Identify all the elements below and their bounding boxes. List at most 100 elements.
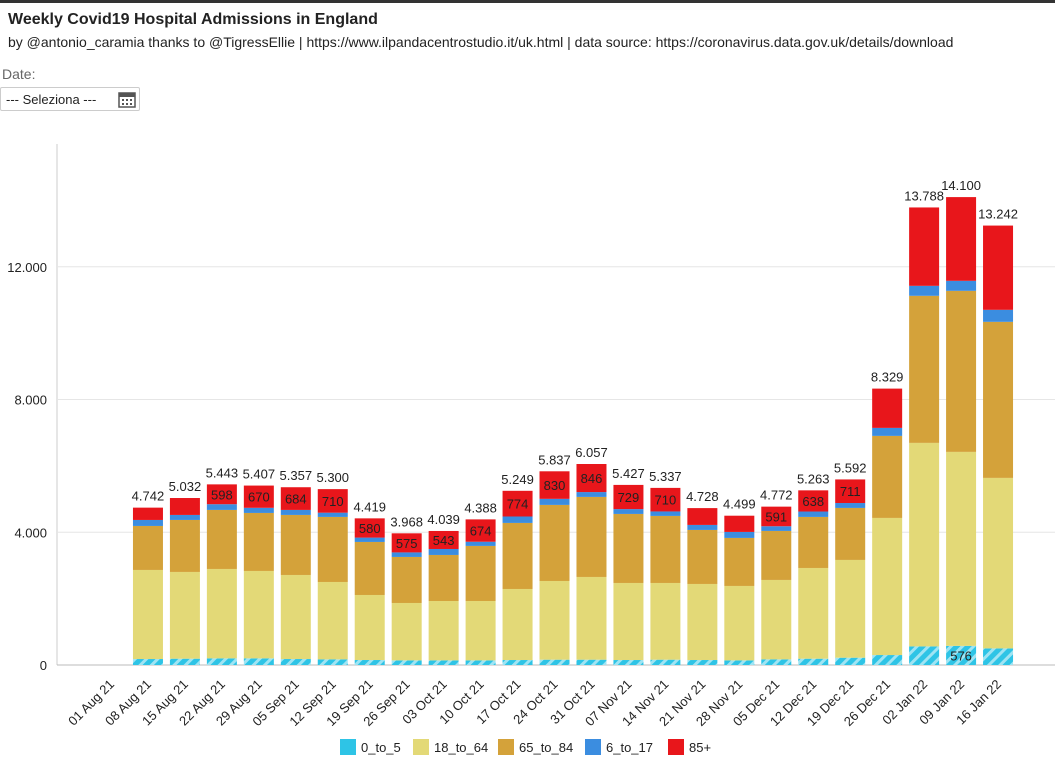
bar-segment [983, 225, 1014, 310]
bar-segment [576, 496, 607, 577]
bar-segment [983, 309, 1014, 322]
bar-segment [539, 580, 570, 660]
segment-label: 543 [433, 533, 455, 548]
bar-segment [206, 509, 237, 569]
bar-segment [724, 537, 755, 586]
bar-segment [428, 548, 459, 555]
bar-segment [576, 576, 607, 660]
total-label: 5.357 [280, 468, 313, 483]
total-label: 5.592 [834, 460, 867, 475]
bar-segment [872, 435, 903, 518]
bar-segment [835, 657, 866, 665]
segment-label: 710 [322, 494, 344, 509]
bar-segment [909, 442, 940, 647]
top-border [0, 0, 1055, 3]
bar-segment [539, 498, 570, 505]
bar-segment [613, 513, 644, 583]
bar-segment [317, 512, 348, 517]
bar-segment [354, 594, 385, 661]
bar-segment [317, 516, 348, 582]
title: Weekly Covid19 Hospital Admissions in En… [8, 11, 378, 28]
x-tick-label: 05 Sep 21 [249, 677, 302, 730]
bar-segment [687, 508, 718, 525]
bar-segment [206, 658, 237, 665]
date-label: Date: [2, 66, 36, 82]
total-label: 14.100 [941, 178, 981, 193]
bar-segment [650, 659, 681, 665]
bar-segment [502, 490, 533, 517]
bar-segment [909, 646, 940, 665]
bar-segment [428, 660, 459, 665]
x-tick-label: 22 Aug 21 [176, 677, 228, 729]
x-tick-label: 08 Aug 21 [102, 677, 154, 729]
bar-segment [946, 451, 977, 646]
bar-segment [243, 507, 274, 513]
total-label: 4.742 [132, 489, 165, 504]
bar-segment [650, 487, 681, 512]
x-tick-label: 09 Jan 22 [916, 677, 967, 728]
x-tick-label: 07 Nov 21 [582, 677, 635, 730]
bar-segment [206, 568, 237, 659]
x-tick-label: 02 Jan 22 [879, 677, 930, 728]
total-label: 5.407 [243, 467, 276, 482]
bar-segment [391, 556, 422, 603]
bar-segment [280, 659, 311, 665]
bar-segment [835, 507, 866, 560]
x-tick-label: 17 Oct 21 [473, 677, 523, 727]
bar-segment [687, 524, 718, 530]
y-tick-label: 8.000 [14, 393, 47, 408]
bar-segment [687, 583, 718, 661]
segment-label: 830 [544, 478, 566, 493]
bar-segment [354, 660, 385, 665]
bar-segment [169, 498, 200, 515]
bar-segment [428, 554, 459, 601]
x-tick-label: 12 Dec 21 [767, 677, 820, 730]
legend-label: 6_to_17 [606, 740, 653, 755]
x-tick-label: 05 Dec 21 [730, 677, 783, 730]
bar-segment [798, 567, 829, 659]
bar-segment [835, 559, 866, 658]
total-label: 4.728 [686, 489, 719, 504]
bar-segment [835, 503, 866, 508]
segment-label: 598 [211, 487, 233, 502]
bar-segment [687, 529, 718, 584]
bar-segment [428, 530, 459, 549]
bar-segment [613, 582, 644, 661]
bar-segment [502, 588, 533, 661]
bar-segment [724, 660, 755, 665]
total-label: 4.419 [353, 499, 386, 514]
x-tick-label: 29 Aug 21 [213, 677, 265, 729]
bar-segment [465, 600, 496, 661]
bar-segment [169, 519, 200, 572]
select-text: --- Seleziona --- [6, 92, 97, 107]
total-label: 5.337 [649, 469, 682, 484]
bar-segment [354, 541, 385, 595]
legend-label: 85+ [689, 740, 711, 755]
bar-segment [613, 484, 644, 510]
bar-segment [946, 197, 977, 281]
segment-label: 670 [248, 490, 270, 505]
bar-segment [872, 655, 903, 665]
bar-segment [761, 526, 792, 531]
bar-segment [539, 504, 570, 581]
subtitle: by @antonio_caramia thanks to @TigressEl… [8, 34, 954, 50]
total-label: 4.388 [464, 500, 497, 515]
legend-swatch [498, 739, 514, 755]
bar-segment [391, 660, 422, 665]
calendar-icon [118, 92, 136, 108]
bar-segment [909, 207, 940, 286]
bar-segment [354, 537, 385, 542]
bar-segment [650, 511, 681, 516]
bar-segment [650, 515, 681, 583]
bar-segment [243, 485, 274, 508]
x-tick-label: 10 Oct 21 [436, 677, 486, 727]
date-select[interactable]: --- Seleziona --- [0, 87, 140, 111]
bar-segment [465, 541, 496, 546]
bar-segment [576, 659, 607, 665]
segment-label: 674 [470, 524, 492, 539]
bar-segment [983, 477, 1014, 649]
bar-segment [613, 660, 644, 665]
x-tick-label: 01 Aug 21 [65, 677, 117, 729]
total-label: 5.032 [169, 479, 202, 494]
